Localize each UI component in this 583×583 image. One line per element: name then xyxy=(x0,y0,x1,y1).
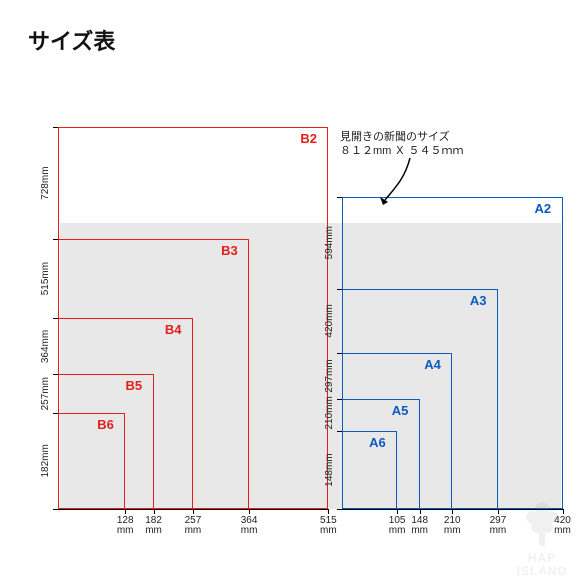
vlabel: 257mm xyxy=(40,376,51,411)
hlabel: mm xyxy=(180,525,206,536)
axis-tick xyxy=(53,318,58,319)
sizelabel: A4 xyxy=(424,357,441,372)
hlabel: mm xyxy=(112,525,138,536)
vlabel: 515mm xyxy=(40,241,51,316)
vlabel: 594mm xyxy=(324,199,335,286)
hlabel: mm xyxy=(236,525,262,536)
sizelabel: A3 xyxy=(470,293,487,308)
axis-tick xyxy=(337,289,342,290)
vlabel: 148mm xyxy=(324,433,335,507)
vlabel: 728mm xyxy=(40,129,51,237)
sizelabel: A2 xyxy=(535,201,552,216)
sizelabel: B5 xyxy=(126,378,143,393)
sizelabel: A6 xyxy=(369,435,386,450)
hlabel: mm xyxy=(439,525,465,536)
page-title: サイズ表 xyxy=(28,24,115,56)
axis-tick xyxy=(53,374,58,375)
tree-icon xyxy=(507,497,577,547)
vlabel: 420mm xyxy=(324,291,335,352)
arrow-icon xyxy=(370,158,430,213)
vlabel: 297mm xyxy=(324,355,335,397)
axis-tick xyxy=(337,197,342,198)
vlabel: 210mm xyxy=(324,401,335,430)
hlabel: mm xyxy=(315,525,341,536)
size-rect xyxy=(58,413,125,509)
axis-tick xyxy=(53,413,58,414)
axis-tick xyxy=(53,239,58,240)
axis-tick xyxy=(328,509,329,514)
sizelabel: B3 xyxy=(221,243,238,258)
axis-tick xyxy=(53,127,58,128)
vlabel: 182mm xyxy=(40,415,51,507)
axis-tick xyxy=(337,353,342,354)
brand-logo: HAPISLAND xyxy=(507,497,577,577)
axis-tick xyxy=(337,431,342,432)
vlabel: 364mm xyxy=(40,320,51,372)
sizelabel: B6 xyxy=(97,417,114,432)
sizelabel: B4 xyxy=(165,322,182,337)
hlabel: mm xyxy=(141,525,167,536)
axis-tick xyxy=(58,509,328,510)
sizelabel: B2 xyxy=(300,131,317,146)
sizelabel: A5 xyxy=(392,403,409,418)
axis-tick xyxy=(337,399,342,400)
hlabel: mm xyxy=(407,525,433,536)
